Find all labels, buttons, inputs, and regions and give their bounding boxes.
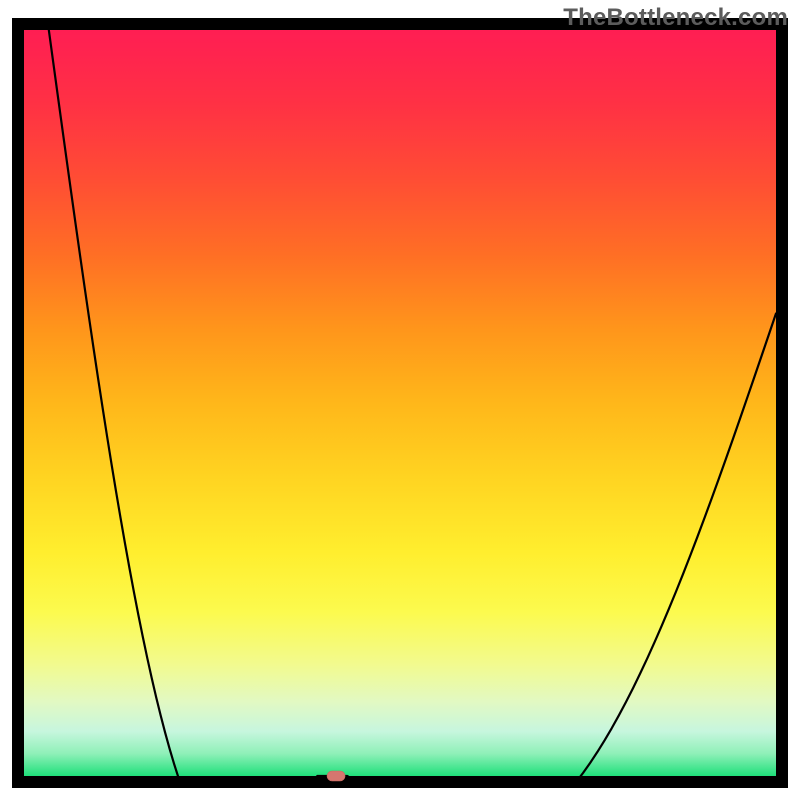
optimal-point-marker <box>327 771 345 781</box>
watermark-text: TheBottleneck.com <box>563 4 788 32</box>
bottleneck-chart <box>0 0 800 800</box>
